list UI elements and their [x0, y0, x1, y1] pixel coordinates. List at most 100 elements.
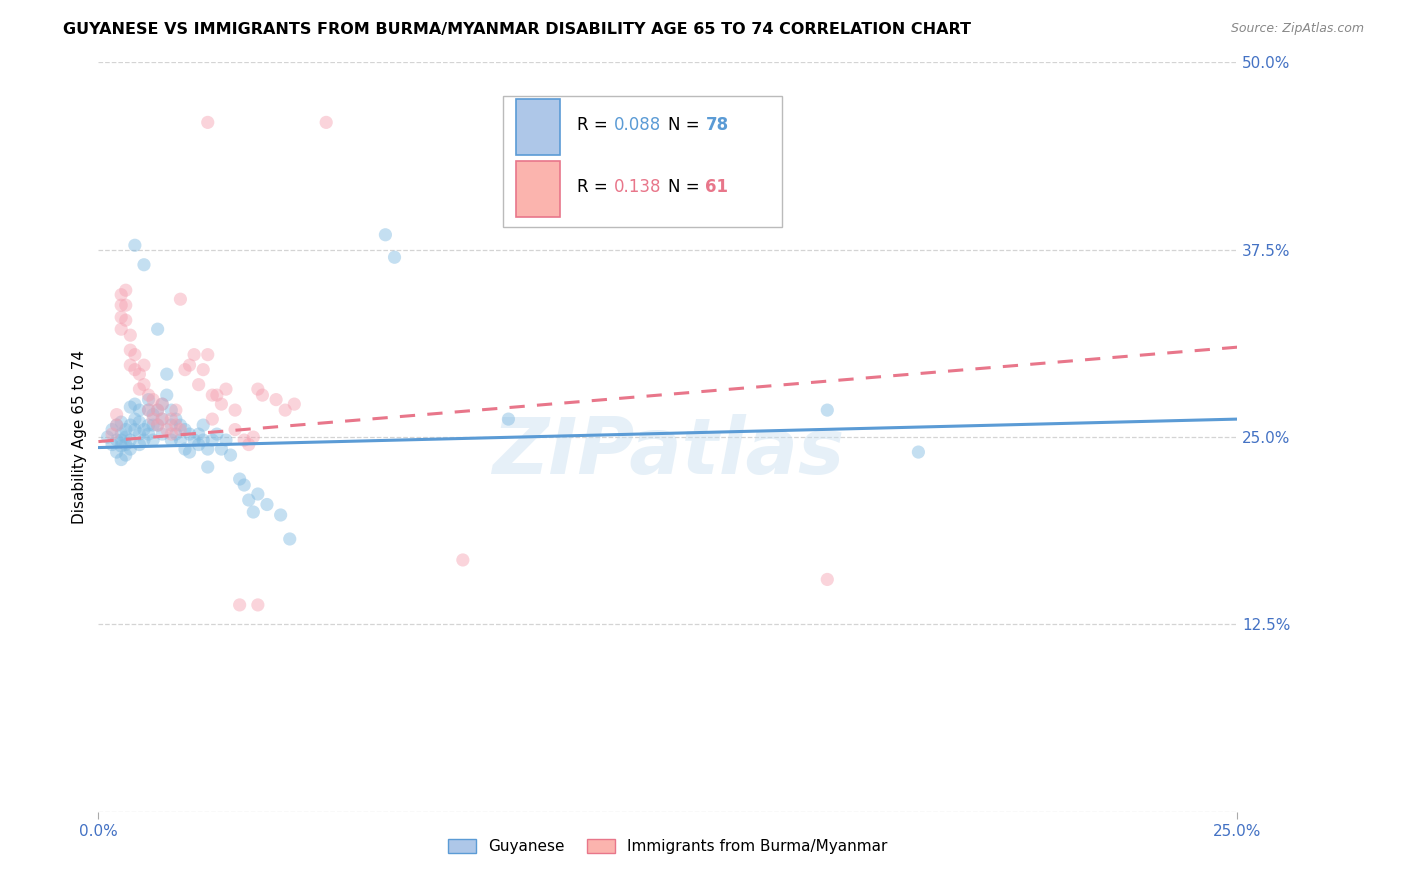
Point — [197, 348, 219, 362]
Point — [179, 427, 201, 442]
Point — [146, 403, 169, 417]
Point — [174, 442, 197, 456]
Point — [274, 403, 297, 417]
Point — [384, 250, 406, 264]
Point — [110, 310, 132, 325]
Point — [105, 418, 128, 433]
Point — [224, 403, 246, 417]
Text: R =: R = — [576, 116, 613, 134]
Point — [142, 408, 165, 422]
Point — [197, 115, 219, 129]
Point — [110, 427, 132, 442]
Point — [498, 412, 520, 426]
Point — [242, 430, 264, 444]
Point — [242, 505, 264, 519]
Point — [142, 433, 165, 447]
Point — [187, 437, 209, 451]
Point — [238, 493, 260, 508]
Point — [193, 433, 215, 447]
Point — [374, 227, 396, 242]
Point — [160, 403, 183, 417]
Point — [150, 397, 173, 411]
Point — [233, 433, 256, 447]
Point — [156, 423, 179, 437]
Point — [132, 377, 155, 392]
Point — [160, 418, 183, 433]
Point — [96, 430, 118, 444]
Text: N =: N = — [668, 178, 704, 195]
Point — [128, 415, 150, 429]
Point — [120, 343, 142, 358]
Point — [165, 412, 187, 426]
Legend: Guyanese, Immigrants from Burma/Myanmar: Guyanese, Immigrants from Burma/Myanmar — [441, 832, 894, 860]
Point — [114, 298, 136, 312]
Point — [187, 427, 209, 442]
FancyBboxPatch shape — [503, 96, 782, 227]
Point — [174, 423, 197, 437]
Point — [238, 437, 260, 451]
Point — [132, 358, 155, 372]
Point — [124, 397, 146, 411]
Point — [907, 445, 929, 459]
Point — [150, 412, 173, 426]
Point — [110, 298, 132, 312]
Point — [451, 553, 474, 567]
Point — [246, 382, 269, 396]
Point — [224, 423, 246, 437]
Point — [120, 418, 142, 433]
Point — [120, 358, 142, 372]
Point — [114, 313, 136, 327]
Point — [246, 487, 269, 501]
Point — [150, 427, 173, 442]
Point — [146, 418, 169, 433]
Text: 0.088: 0.088 — [614, 116, 662, 134]
Point — [169, 423, 191, 437]
Point — [201, 433, 224, 447]
Point — [215, 433, 238, 447]
Point — [264, 392, 287, 407]
Point — [215, 382, 238, 396]
Point — [187, 377, 209, 392]
Point — [169, 433, 191, 447]
Point — [193, 362, 215, 376]
Point — [120, 433, 142, 447]
Point — [169, 292, 191, 306]
Point — [114, 423, 136, 437]
Point — [197, 460, 219, 475]
Point — [183, 433, 205, 447]
Point — [114, 430, 136, 444]
Point — [228, 598, 250, 612]
Point — [179, 445, 201, 459]
Point — [128, 437, 150, 451]
Point — [146, 418, 169, 433]
Point — [160, 427, 183, 442]
Point — [219, 448, 242, 462]
FancyBboxPatch shape — [516, 99, 560, 155]
Point — [114, 448, 136, 462]
Point — [110, 433, 132, 447]
Point — [156, 367, 179, 381]
Point — [114, 283, 136, 297]
Text: 78: 78 — [706, 116, 728, 134]
Point — [205, 427, 228, 442]
Text: Source: ZipAtlas.com: Source: ZipAtlas.com — [1230, 22, 1364, 36]
Point — [120, 442, 142, 456]
Point — [124, 362, 146, 376]
Point — [150, 397, 173, 411]
Point — [165, 418, 187, 433]
Point — [120, 400, 142, 414]
Point — [197, 442, 219, 456]
Point — [201, 388, 224, 402]
Text: ZIPatlas: ZIPatlas — [492, 414, 844, 490]
Point — [128, 367, 150, 381]
Point — [815, 573, 838, 587]
Point — [110, 439, 132, 453]
Point — [142, 412, 165, 426]
FancyBboxPatch shape — [516, 161, 560, 217]
Point — [114, 437, 136, 451]
Text: N =: N = — [668, 116, 704, 134]
Point — [101, 427, 124, 442]
Point — [205, 388, 228, 402]
Point — [105, 408, 128, 422]
Point — [138, 388, 160, 402]
